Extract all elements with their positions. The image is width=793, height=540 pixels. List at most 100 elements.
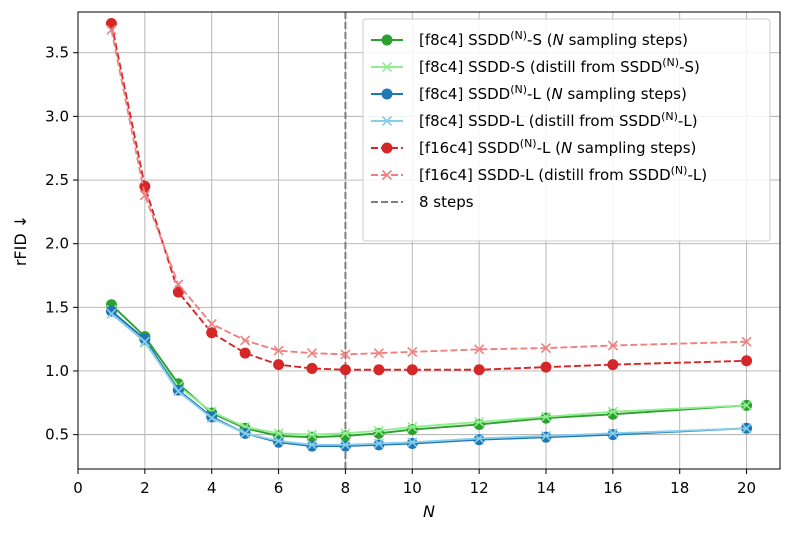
data-point <box>139 333 151 345</box>
series-group <box>105 17 753 452</box>
data-point <box>407 346 418 357</box>
legend-swatch-marker <box>381 34 393 46</box>
y-axis-ticks: 0.5 1.0 1.5 2.0 2.5 3.0 3.5 <box>45 44 78 444</box>
series-line-s3 <box>110 310 747 448</box>
x-axis-ticks: 0 2 4 6 8 10 12 14 16 18 20 <box>73 469 756 497</box>
data-point <box>540 411 552 422</box>
data-point <box>173 386 184 397</box>
data-point <box>239 347 251 359</box>
data-point <box>373 364 385 376</box>
data-point <box>206 413 217 424</box>
y-tick-label: 3.0 <box>45 107 69 125</box>
x-tick-label: 10 <box>403 479 422 497</box>
data-point <box>540 412 552 424</box>
legend-label: [f16c4] SSDD(N)-L (N sampling steps) <box>419 137 696 157</box>
legend-item: [f8c4] SSDD(N)-S (N sampling steps) <box>371 29 688 49</box>
x-tick-label: 2 <box>140 479 150 497</box>
data-point <box>273 435 284 447</box>
legend-swatch-marker <box>381 169 393 181</box>
data-point <box>339 430 351 442</box>
data-point <box>473 434 485 446</box>
legend-item: [f16c4] SSDD(N)-L (N sampling steps) <box>371 137 696 157</box>
data-point <box>306 440 318 452</box>
data-point <box>373 425 384 436</box>
legend-label: [f8c4] SSDD(N)-S (N sampling steps) <box>419 29 688 49</box>
data-point <box>339 440 351 452</box>
series-s6 <box>106 24 752 360</box>
data-point <box>607 408 619 420</box>
series-s3 <box>105 305 753 452</box>
data-point <box>607 428 618 439</box>
data-point <box>106 308 117 319</box>
data-point <box>306 439 318 450</box>
data-point <box>373 348 384 359</box>
legend-swatch-marker <box>381 142 393 154</box>
data-point <box>540 343 552 354</box>
x-axis-label: N <box>423 502 435 521</box>
legend-label: [f8c4] SSDD-S (distill from SSDD(N)-S) <box>419 56 700 76</box>
data-point <box>407 421 418 433</box>
data-point <box>340 428 351 439</box>
data-point <box>139 180 151 192</box>
series-s4 <box>106 308 752 450</box>
legend-item: [f8c4] SSDD-L (distill from SSDD(N)-L) <box>371 110 698 130</box>
data-point <box>607 359 619 371</box>
data-point <box>741 423 752 434</box>
data-point <box>373 439 385 451</box>
plot-frame <box>77 11 781 470</box>
data-point <box>139 190 150 201</box>
data-point <box>106 24 117 35</box>
y-tick-label: 1.5 <box>45 298 69 316</box>
data-point <box>105 305 117 317</box>
data-point <box>340 439 351 450</box>
x-tick-label: 0 <box>73 479 83 497</box>
y-tick-label: 2.5 <box>45 171 69 189</box>
x-tick-label: 18 <box>670 479 689 497</box>
x-tick-label: 4 <box>207 479 217 497</box>
x-tick-label: 8 <box>341 479 351 497</box>
series-line-s1 <box>110 304 747 439</box>
data-point <box>373 438 384 449</box>
legend-item: 8 steps <box>371 193 474 211</box>
data-point <box>474 344 485 355</box>
x-tick-label: 12 <box>470 479 489 497</box>
data-point <box>741 336 752 347</box>
legend-label: [f16c4] SSDD-L (distill from SSDD(N)-L) <box>419 164 707 184</box>
data-point <box>273 359 285 371</box>
legend-swatch-marker <box>381 115 393 127</box>
series-line-s4 <box>110 312 747 446</box>
data-point <box>306 429 318 440</box>
x-tick-label: 20 <box>737 479 756 497</box>
data-point <box>473 364 485 376</box>
data-point <box>540 431 552 443</box>
series-s2 <box>106 304 752 440</box>
legend-item: [f8c4] SSDD(N)-L (N sampling steps) <box>371 83 687 103</box>
data-point <box>406 424 418 436</box>
data-point <box>240 335 251 346</box>
data-point <box>340 349 351 360</box>
data-point <box>474 416 485 427</box>
data-point <box>406 438 418 450</box>
data-point <box>306 362 318 374</box>
x-tick-label: 14 <box>536 479 555 497</box>
data-point <box>741 400 752 411</box>
y-tick-label: 0.5 <box>45 426 69 444</box>
data-point <box>540 361 552 373</box>
data-point <box>172 286 184 298</box>
data-point <box>741 355 753 367</box>
data-point <box>407 437 418 448</box>
legend-label-8-steps: 8 steps <box>419 193 474 211</box>
series-line-s5 <box>110 23 747 371</box>
data-point <box>607 340 618 351</box>
legend-swatch-marker <box>381 88 393 100</box>
data-point <box>206 318 217 329</box>
data-point <box>607 429 619 441</box>
legend-swatch-marker <box>381 61 393 73</box>
series-line-s2 <box>110 309 747 436</box>
data-point <box>273 345 284 356</box>
x-tick-label: 16 <box>603 479 622 497</box>
legend-label: [f8c4] SSDD(N)-L (N sampling steps) <box>419 83 687 103</box>
data-point <box>206 327 218 339</box>
data-point <box>173 279 184 290</box>
